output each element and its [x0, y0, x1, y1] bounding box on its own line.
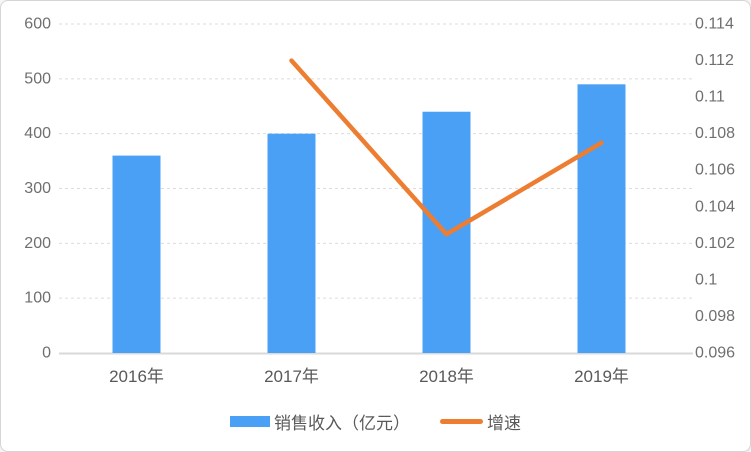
x-axis-label-2019年: 2019年 — [574, 367, 629, 386]
y-axis-right-tick-label: 0.106 — [695, 162, 735, 179]
y-axis-right-tick-label: 0.108 — [695, 125, 735, 142]
y-axis-right-tick-label: 0.098 — [695, 308, 735, 325]
y-axis-left-tick-label: 200 — [24, 235, 51, 252]
y-axis-right-tick-label: 0.114 — [695, 16, 734, 33]
revenue-bar-2016年 — [112, 155, 161, 353]
legend-revenue-label: 销售收入（亿元） — [274, 414, 410, 433]
y-axis-right-tick-label: 0.096 — [695, 345, 735, 362]
revenue-bar-2019年 — [577, 84, 626, 354]
y-axis-left-tick-label: 500 — [24, 70, 51, 87]
y-axis-right-tick-label: 0.102 — [695, 235, 735, 252]
legend-item-growth: 增速 — [440, 409, 521, 434]
growth-line — [289, 58, 604, 237]
y-axis-left-tick-label: 0 — [42, 345, 51, 362]
legend-revenue-swatch — [230, 416, 270, 427]
y-axis-left-tick-label: 400 — [24, 125, 51, 142]
x-axis-label-2017年: 2017年 — [264, 367, 319, 386]
x-axis-label-2018年: 2018年 — [419, 367, 474, 386]
legend-growth-label: 增速 — [487, 414, 521, 433]
y-axis-right-tick-label: 0.1 — [695, 271, 717, 288]
y-axis-left-tick-label: 300 — [24, 180, 51, 197]
y-axis-right-tick-label: 0.11 — [695, 89, 725, 106]
y-axis-right-tick-label: 0.104 — [695, 198, 735, 215]
y-axis-left-tick-label: 600 — [24, 16, 51, 33]
legend-growth-swatch — [440, 419, 483, 424]
legend-item-revenue: 销售收入（亿元） — [230, 409, 410, 434]
y-axis-left-tick-label: 100 — [24, 290, 51, 307]
revenue-bar-2017年 — [267, 133, 316, 353]
legend: 销售收入（亿元） 增速 — [1, 409, 750, 434]
combo-chart-plot: 0 100 200 300 400 500 600 0.096 0.098 0.1 0.102 0.1… — [24, 16, 735, 387]
y-axis-right-tick-label: 0.112 — [695, 52, 734, 69]
x-axis-label-2016年: 2016年 — [109, 367, 164, 386]
